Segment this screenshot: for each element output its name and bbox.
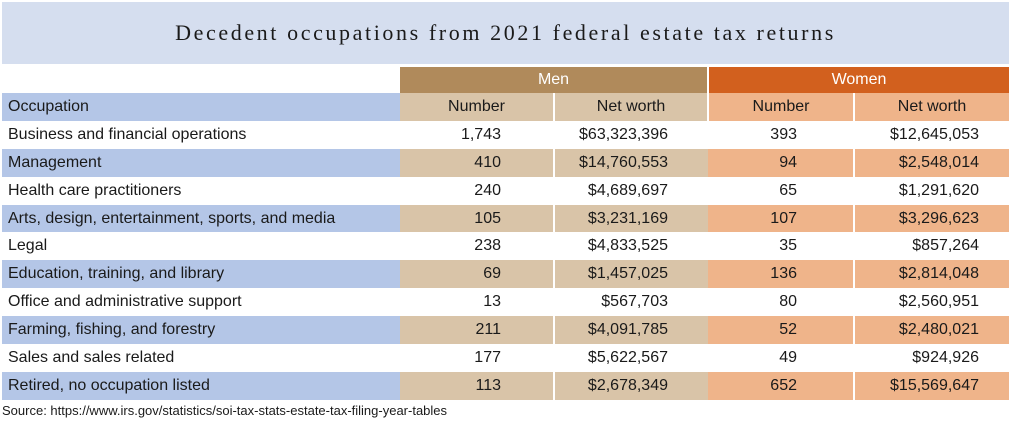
table-row: Legal 238 $4,833,525 35 $857,264 — [2, 232, 1009, 261]
men-net-worth-cell: $567,703 — [601, 293, 668, 311]
group-header-women: Women — [708, 67, 1009, 93]
women-number-cell: 107 — [708, 204, 855, 233]
women-net-worth-cell: $12,645,053 — [890, 125, 979, 143]
women-number-cell: 136 — [708, 260, 855, 289]
men-net-worth-cell: $1,457,025 — [554, 260, 708, 289]
column-header-row: Occupation Number Net worth Number Net w… — [2, 93, 1009, 121]
table-row: Arts, design, entertainment, sports, and… — [2, 204, 1009, 233]
title-band: Decedent occupations from 2021 federal e… — [2, 2, 1009, 64]
table-row: Business and financial operations 1,743 $6… — [2, 120, 1009, 149]
table-row: Education, training, and library 69 $1,457… — [2, 260, 1009, 289]
column-header-men-net-worth: Net worth — [554, 93, 709, 121]
men-net-worth-cell: $4,689,697 — [587, 181, 668, 199]
men-number-cell: 105 — [400, 204, 555, 233]
occupation-cell: Business and financial operations — [8, 125, 247, 143]
occupation-cell: Farming, fishing, and forestry — [2, 316, 400, 345]
occupation-cell: Arts, design, entertainment, sports, and… — [2, 204, 400, 233]
source-note: Source: https://www.irs.gov/statistics/s… — [2, 403, 448, 418]
women-net-worth-cell: $2,814,048 — [854, 260, 1009, 289]
occupation-cell: Health care practitioners — [8, 181, 182, 199]
table-row: Office and administrative support 13 $567,… — [2, 288, 1009, 317]
men-net-worth-cell: $14,760,553 — [554, 148, 708, 177]
occupation-cell: Retired, no occupation listed — [2, 371, 400, 400]
estate-table: Men Women Occupation Number Net worth Nu… — [2, 67, 1009, 400]
men-number-cell: 177 — [400, 344, 555, 372]
women-net-worth-cell: $2,480,021 — [854, 316, 1009, 345]
women-net-worth-cell: $924,926 — [912, 348, 979, 366]
women-number-cell: 35 — [708, 232, 855, 261]
men-number-cell: 240 — [400, 176, 555, 205]
women-number-cell: 652 — [708, 371, 855, 400]
men-number-cell: 69 — [400, 260, 555, 289]
table-row: Farming, fishing, and forestry 211 $4,091,… — [2, 316, 1009, 345]
group-header-men: Men — [400, 67, 709, 93]
men-net-worth-cell: $3,231,169 — [554, 204, 708, 233]
women-net-worth-cell: $3,296,623 — [854, 204, 1009, 233]
men-number-cell: 238 — [400, 232, 555, 261]
men-number-cell: 1,743 — [400, 120, 555, 149]
occupation-cell: Management — [2, 148, 400, 177]
table-row: Retired, no occupation listed 113 $2,678,3… — [2, 371, 1009, 400]
occupation-cell: Legal — [8, 237, 48, 255]
women-net-worth-cell: $15,569,647 — [854, 371, 1009, 400]
men-net-worth-cell: $2,678,349 — [554, 371, 708, 400]
women-net-worth-cell: $2,548,014 — [854, 148, 1009, 177]
men-net-worth-cell: $4,833,525 — [587, 237, 668, 255]
women-number-cell: 52 — [708, 316, 855, 345]
table-body: Business and financial operations 1,743 $6… — [2, 120, 1009, 400]
group-header-blank — [2, 67, 400, 93]
men-net-worth-cell: $63,323,396 — [579, 125, 668, 143]
women-number-cell: 80 — [708, 288, 855, 317]
occupation-cell: Sales and sales related — [8, 348, 175, 366]
men-number-cell: 113 — [400, 371, 555, 400]
column-header-occupation: Occupation — [2, 93, 400, 121]
women-number-cell: 49 — [708, 344, 855, 372]
group-header-row: Men Women — [2, 67, 1009, 93]
occupation-cell: Office and administrative support — [8, 293, 242, 311]
men-number-cell: 211 — [400, 316, 555, 345]
table-row: Health care practitioners 240 $4,689,697 65… — [2, 176, 1009, 205]
women-net-worth-cell: $857,264 — [912, 237, 979, 255]
column-header-women-net-worth: Net worth — [854, 93, 1009, 121]
men-number-cell: 410 — [400, 148, 555, 177]
chart-title: Decedent occupations from 2021 federal e… — [175, 20, 836, 45]
men-number-cell: 13 — [400, 288, 555, 317]
table-row: Management 410 $14,760,553 94 $2,548,014 — [2, 148, 1009, 177]
occupation-cell: Education, training, and library — [2, 260, 400, 289]
women-number-cell: 65 — [708, 176, 855, 205]
men-net-worth-cell: $5,622,567 — [587, 348, 668, 366]
women-number-cell: 94 — [708, 148, 855, 177]
women-net-worth-cell: $1,291,620 — [898, 181, 979, 199]
women-net-worth-cell: $2,560,951 — [898, 293, 979, 311]
column-header-women-number: Number — [708, 93, 855, 121]
women-number-cell: 393 — [708, 120, 855, 149]
men-net-worth-cell: $4,091,785 — [554, 316, 708, 345]
column-header-men-number: Number — [400, 93, 555, 121]
table-row: Sales and sales related 177 $5,622,567 49 $9… — [2, 344, 1009, 372]
